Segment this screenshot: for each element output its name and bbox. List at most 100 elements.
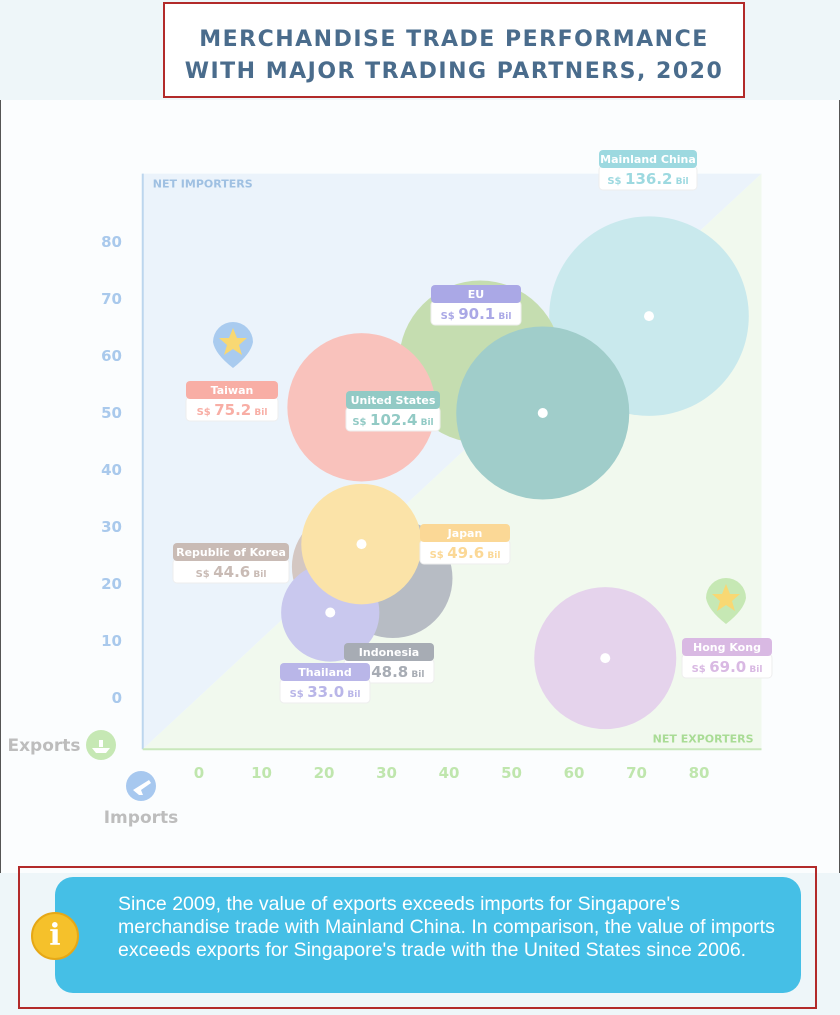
chart-title-line-1: MERCHANDISE TRADE PERFORMANCE: [199, 27, 709, 52]
chart-title-line-2: WITH MAJOR TRADING PARTNERS, 2020: [184, 59, 724, 84]
imports-plane-glyph: [133, 780, 151, 795]
unit-suffix: Bil: [251, 408, 267, 418]
label-mainland-china: Mainland China S$ 136.2 Bil: [598, 150, 698, 191]
chart-title: MERCHANDISE TRADE PERFORMANCE WITH MAJOR…: [165, 24, 743, 88]
x-tick-label: 0: [194, 764, 204, 782]
label-name-tab: [599, 150, 697, 168]
unit-suffix: Bil: [672, 177, 688, 187]
exports-ship-glyph: [92, 740, 110, 753]
info-icon: i: [31, 912, 79, 960]
label-name: Japan: [447, 527, 483, 540]
label-name-tab: [346, 391, 440, 409]
net-importers-label: NET IMPORTERS: [153, 178, 253, 191]
currency-prefix: S$: [441, 311, 459, 322]
label-name-tab: [186, 381, 278, 399]
x-tick-label: 80: [689, 764, 710, 782]
unit-suffix: Bil: [408, 670, 424, 680]
label-amount: 102.4: [370, 411, 417, 429]
label-name: EU: [468, 288, 484, 301]
star-icon: [712, 584, 740, 611]
label-name-tab: [420, 524, 510, 542]
label-name-tab: [280, 663, 370, 681]
title-box: MERCHANDISE TRADE PERFORMANCE WITH MAJOR…: [163, 2, 745, 98]
label-name-tab: [682, 638, 772, 656]
x-axis-label: Exports: [7, 736, 80, 756]
label-name: Republic of Korea: [176, 546, 286, 559]
label-thailand: Thailand S$ 33.0 Bil: [279, 663, 371, 704]
label-name-tab: [431, 285, 521, 303]
bubble-center-dot: [356, 539, 367, 550]
bubble-hong-kong: [534, 587, 677, 730]
unit-suffix: Bil: [495, 312, 511, 322]
label-united-states: United States S$ 102.4 Bil: [345, 391, 441, 432]
x-tick-label: 60: [564, 764, 585, 782]
label-name: Taiwan: [211, 384, 254, 397]
bubble-center-dot: [537, 408, 548, 418]
label-name: United States: [351, 394, 436, 407]
label-name-tab: [344, 643, 434, 661]
x-tick-label: 10: [251, 764, 272, 782]
label-amount: 136.2: [625, 170, 672, 188]
label-name-tab: [173, 543, 289, 561]
x-tick-label: 30: [376, 764, 397, 782]
label-taiwan: Taiwan S$ 75.2 Bil: [185, 322, 279, 422]
unit-suffix: Bil: [417, 418, 433, 428]
label-value: S$ 44.6 Bil: [196, 563, 267, 581]
currency-prefix: S$: [196, 569, 214, 580]
label-name: Indonesia: [359, 646, 419, 659]
label-value: S$ 136.2 Bil: [607, 170, 688, 188]
y-tick-label: 80: [101, 233, 122, 251]
label-value: S$ 69.0 Bil: [692, 658, 763, 676]
note-highlight-frame: [18, 866, 817, 1009]
y-tick-label: 0: [112, 689, 122, 707]
bubble-chart: NET IMPORTERS NET EXPORTERS 0 10 20 30 40 50 60 7…: [7, 150, 773, 828]
label-name: Thailand: [298, 666, 351, 679]
label-republic-of-korea: Republic of Korea S$ 44.6 Bil: [172, 543, 290, 584]
bubble-center-dot: [644, 311, 654, 322]
note-panel: [55, 877, 801, 993]
y-tick-label: 20: [101, 575, 122, 593]
note-text: Since 2009, the value of exports exceeds…: [118, 893, 775, 961]
label-amount: 33.0: [307, 683, 344, 701]
net-importers-zone: [142, 173, 762, 750]
label-eu: EU S$ 90.1 Bil: [430, 285, 522, 326]
label-japan: Japan S$ 49.6 Bil: [419, 524, 511, 565]
currency-prefix: S$: [352, 417, 370, 428]
y-tick-label: 60: [101, 347, 122, 365]
bubble-center-dot: [325, 607, 336, 618]
bubble-united-states: [456, 326, 630, 500]
unit-suffix: Bil: [484, 551, 500, 561]
y-tick-label: 40: [101, 461, 122, 479]
currency-prefix: S$: [197, 407, 215, 418]
y-tick-label: 70: [101, 290, 122, 308]
label-amount: 48.8: [371, 663, 408, 681]
label-name: Mainland China: [600, 153, 696, 166]
unit-suffix: Bil: [250, 570, 266, 580]
label-value: S$ 102.4 Bil: [352, 411, 433, 429]
star-icon: [219, 328, 247, 355]
label-amount: 44.6: [213, 563, 250, 581]
x-tick-label: 70: [626, 764, 647, 782]
label-value: S$ 90.1 Bil: [441, 305, 512, 323]
currency-prefix: S$: [430, 550, 448, 561]
x-tick-label: 40: [439, 764, 460, 782]
label-amount: 90.1: [458, 305, 495, 323]
label-value: S$ 49.6 Bil: [430, 544, 501, 562]
bubble-center-dot: [600, 653, 611, 664]
label-amount: 49.6: [447, 544, 484, 562]
label-amount: 69.0: [709, 658, 746, 676]
label-amount: 75.2: [214, 401, 251, 419]
bubble-japan: [301, 483, 422, 605]
x-tick-label: 20: [314, 764, 335, 782]
label-value: S$ 33.0 Bil: [290, 683, 361, 701]
net-exporters-label: NET EXPORTERS: [653, 732, 754, 745]
y-tick-label: 30: [101, 518, 122, 536]
unit-suffix: Bil: [344, 690, 360, 700]
label-name: Hong Kong: [693, 641, 761, 654]
currency-prefix: S$: [692, 664, 710, 675]
y-tick-label: 50: [101, 404, 122, 422]
y-tick-label: 10: [101, 632, 122, 650]
x-tick-label: 50: [501, 764, 522, 782]
currency-prefix: S$: [607, 176, 625, 187]
label-hong-kong: Hong Kong S$ 69.0 Bil: [681, 578, 773, 679]
